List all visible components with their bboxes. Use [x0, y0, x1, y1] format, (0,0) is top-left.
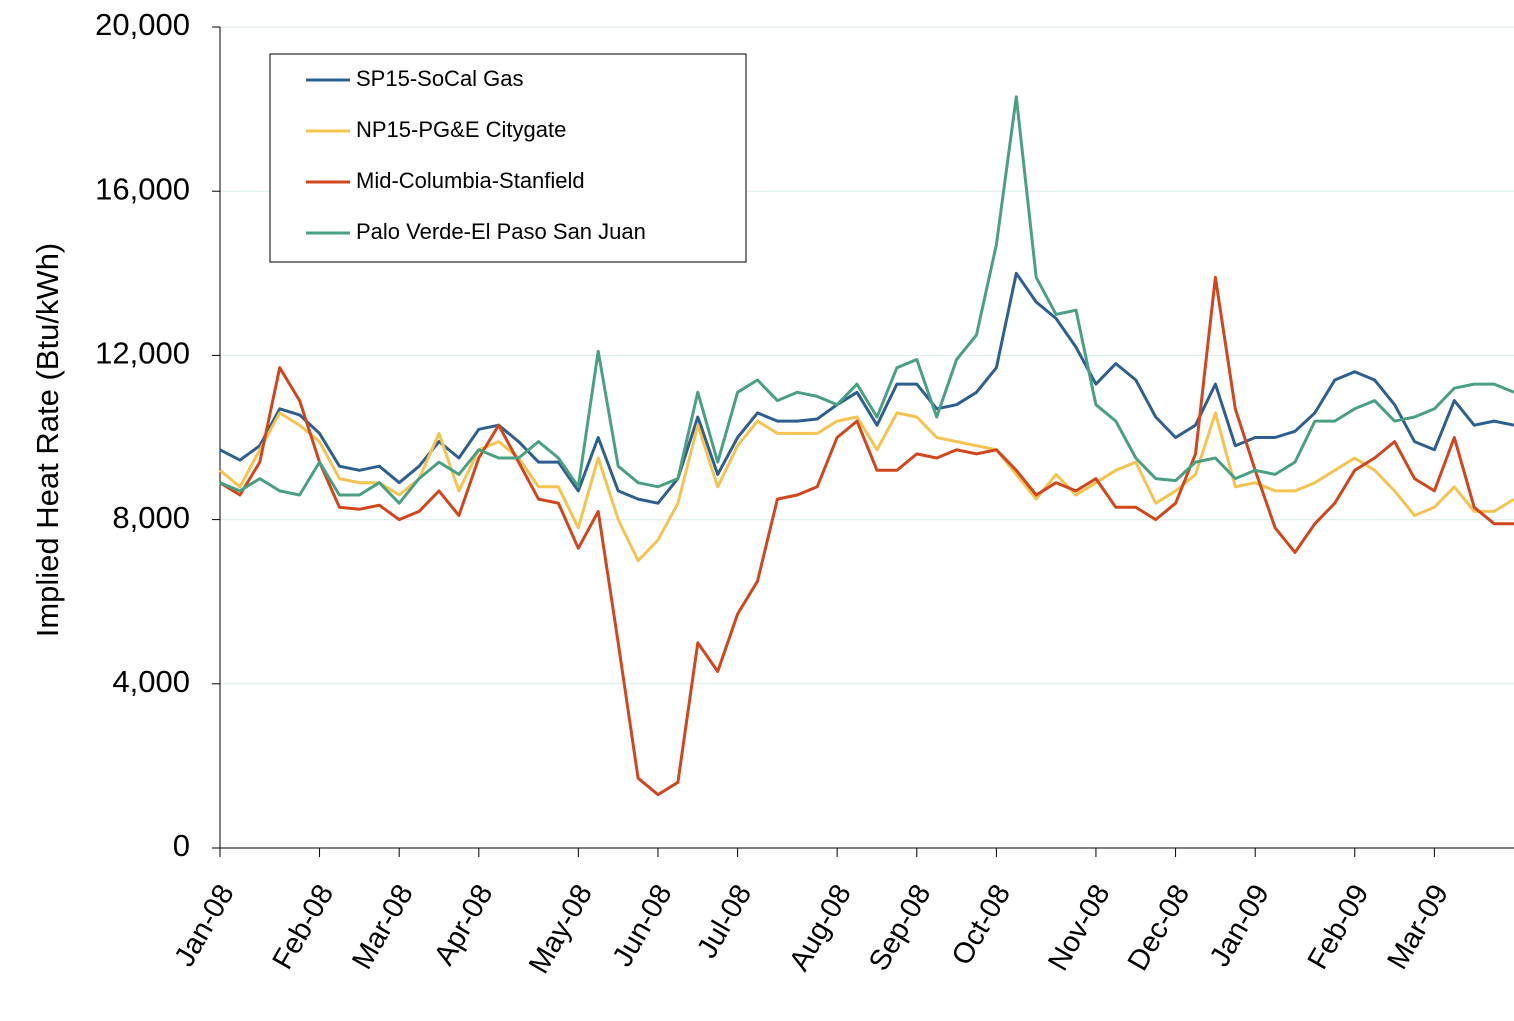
x-tick-label: Feb-08: [267, 879, 341, 975]
x-tick-label: Mar-08: [346, 879, 420, 975]
y-tick-label: 16,000: [95, 171, 190, 206]
x-tick-label: Sep-08: [863, 879, 937, 976]
y-axis-label: Implied Heat Rate (Btu/kWh): [30, 243, 65, 638]
y-tick-label: 4,000: [112, 664, 190, 699]
legend-label: SP15-SoCal Gas: [356, 66, 524, 91]
x-tick-label: Mar-09: [1381, 879, 1455, 975]
x-tick-label: Dec-08: [1122, 879, 1196, 976]
legend-label: Mid-Columbia-Stanfield: [356, 168, 585, 193]
y-tick-label: 12,000: [95, 336, 190, 371]
x-tick-label: Jan-09: [1204, 879, 1276, 972]
y-tick-label: 20,000: [95, 7, 190, 42]
x-tick-label: Apr-08: [428, 879, 499, 970]
x-tick-label: Feb-09: [1302, 879, 1376, 975]
y-tick-label: 8,000: [112, 500, 190, 535]
y-tick-label: 0: [173, 828, 190, 863]
legend-box: [269, 53, 747, 263]
series-line: [219, 275, 1514, 797]
series-line: [219, 95, 1514, 505]
series-line: [219, 271, 1514, 505]
legend-label: NP15-PG&E Citygate: [356, 117, 566, 142]
x-tick-label: Jan-08: [169, 879, 241, 972]
x-tick-label: Aug-08: [783, 879, 857, 976]
series-line: [219, 411, 1514, 563]
x-tick-label: Jun-08: [607, 879, 679, 972]
legend-label: Palo Verde-El Paso San Juan: [356, 219, 646, 244]
x-tick-label: Jul-08: [691, 879, 758, 963]
x-tick-label: May-08: [523, 879, 599, 979]
x-tick-label: Oct-08: [946, 879, 1017, 970]
x-tick-label: Nov-08: [1042, 879, 1116, 976]
